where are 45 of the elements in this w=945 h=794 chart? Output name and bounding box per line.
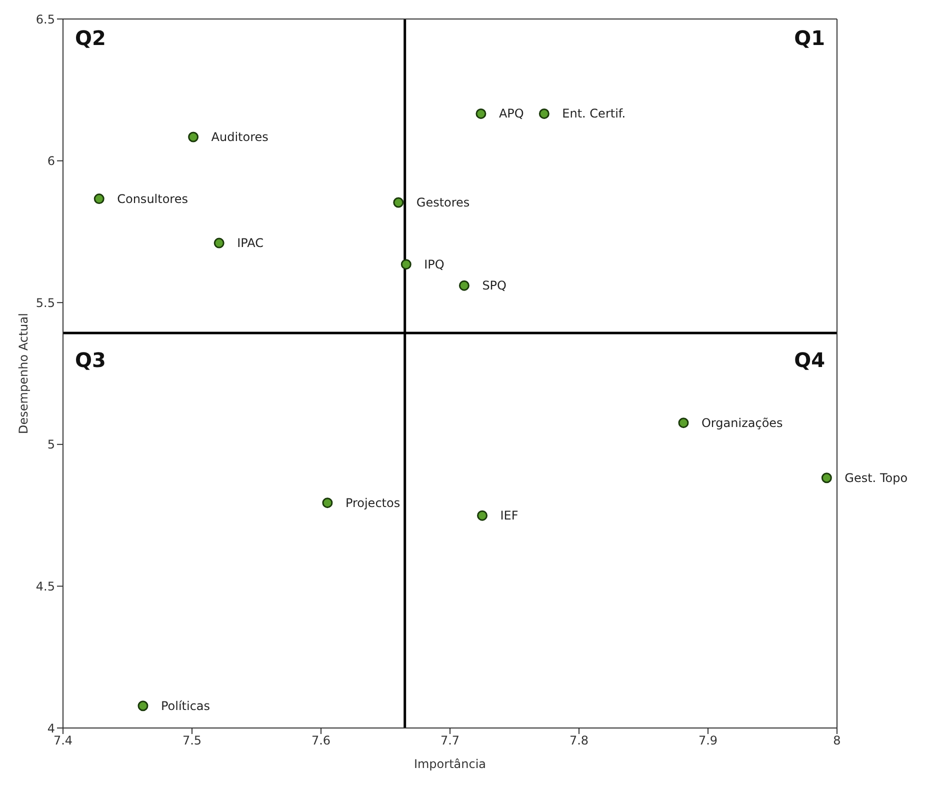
annotation: Gest. Topo bbox=[844, 470, 908, 485]
point bbox=[188, 132, 199, 142]
point bbox=[94, 194, 104, 204]
annotation: IEF bbox=[500, 508, 518, 523]
annotation: Auditores bbox=[211, 130, 268, 144]
annotation: Q3 bbox=[75, 348, 106, 372]
y-tick-label: 5 bbox=[47, 438, 55, 452]
x-tick-label: 8 bbox=[833, 734, 841, 748]
x-tick-label: 7.6 bbox=[311, 734, 331, 748]
point bbox=[476, 108, 486, 119]
x-tick-label: 7.5 bbox=[182, 734, 202, 748]
annotation: IPAC bbox=[237, 236, 264, 250]
x-tick-label: 7.7 bbox=[440, 734, 460, 748]
annotation: Políticas bbox=[160, 698, 210, 713]
point bbox=[821, 472, 832, 484]
point bbox=[138, 700, 148, 712]
y-tick-label: 6 bbox=[47, 154, 55, 168]
x-axis-title: Importância bbox=[414, 757, 486, 771]
point bbox=[538, 108, 550, 119]
y-tick-label: 4 bbox=[47, 721, 55, 736]
x-tick-label: 7.4 bbox=[53, 734, 73, 748]
y-tick-label: 6.5 bbox=[36, 12, 55, 26]
point bbox=[322, 498, 333, 508]
annotation: Q4 bbox=[794, 348, 825, 372]
y-tick-label: 5.5 bbox=[36, 296, 55, 310]
point bbox=[400, 259, 412, 270]
y-axis-title: Desempenho Actual bbox=[16, 313, 30, 434]
x-tick-label: 7.8 bbox=[569, 734, 589, 748]
point bbox=[214, 238, 224, 248]
annotation: IPQ bbox=[424, 257, 444, 272]
annotation: Consultores bbox=[117, 192, 188, 206]
point bbox=[477, 510, 488, 521]
annotation: Projectos bbox=[345, 496, 400, 510]
y-tick-label: 4.5 bbox=[36, 579, 55, 594]
annotation: APQ bbox=[498, 106, 524, 121]
x-tick-label: 7.9 bbox=[698, 734, 718, 748]
annotation: SPQ bbox=[482, 278, 507, 293]
point bbox=[393, 197, 404, 208]
annotation: Ent. Certif. bbox=[562, 106, 626, 121]
point bbox=[458, 280, 470, 291]
annotation: Organizações bbox=[701, 416, 783, 430]
annotation: Gestores bbox=[416, 195, 470, 210]
annotation: Q1 bbox=[794, 26, 825, 50]
annotation: Q2 bbox=[75, 26, 106, 50]
point bbox=[678, 418, 689, 428]
